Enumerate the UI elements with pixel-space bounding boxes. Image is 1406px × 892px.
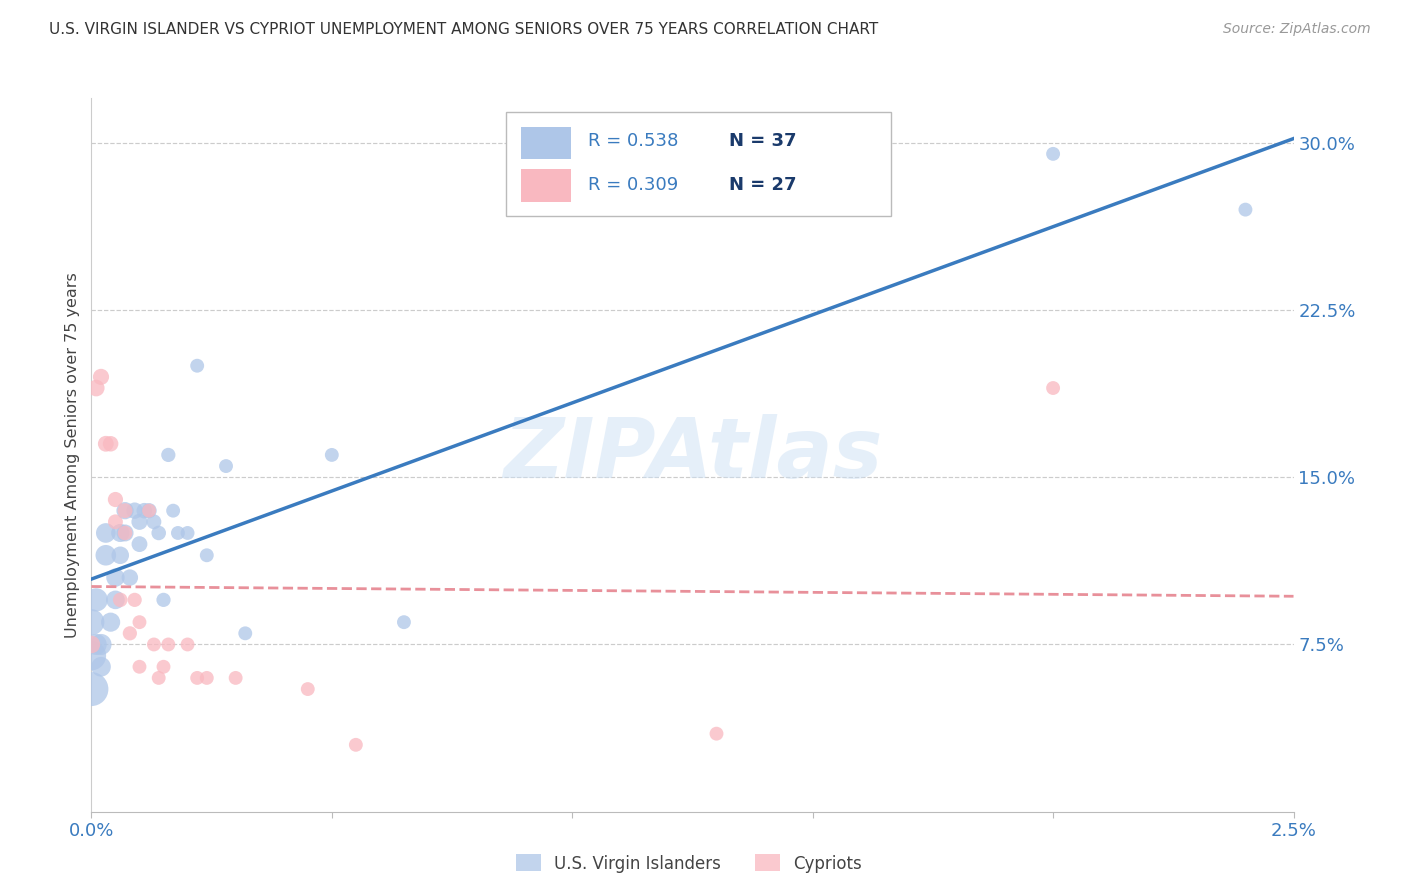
Point bbox=[321, 448, 343, 462]
Point bbox=[80, 681, 103, 696]
Point bbox=[157, 637, 180, 651]
Point bbox=[195, 671, 218, 685]
Text: R = 0.538: R = 0.538 bbox=[588, 132, 678, 150]
Point bbox=[215, 459, 238, 474]
Point bbox=[225, 671, 247, 685]
Point bbox=[114, 526, 136, 541]
Text: N = 37: N = 37 bbox=[728, 132, 796, 150]
Point bbox=[80, 615, 103, 630]
Text: ZIPAtlas: ZIPAtlas bbox=[503, 415, 882, 495]
Point bbox=[152, 592, 174, 607]
Point bbox=[84, 381, 107, 395]
Point bbox=[148, 671, 170, 685]
Point bbox=[90, 637, 112, 651]
Point bbox=[118, 571, 141, 585]
Point bbox=[110, 526, 132, 541]
Text: N = 27: N = 27 bbox=[728, 177, 796, 194]
Point bbox=[167, 526, 190, 541]
Point bbox=[186, 359, 208, 373]
Point bbox=[104, 571, 127, 585]
Point bbox=[142, 637, 165, 651]
Point bbox=[233, 626, 256, 640]
Point bbox=[162, 503, 184, 517]
Point bbox=[90, 369, 112, 384]
Point bbox=[392, 615, 415, 630]
Text: R = 0.309: R = 0.309 bbox=[588, 177, 678, 194]
Point bbox=[110, 548, 132, 563]
Point bbox=[142, 515, 165, 529]
Point bbox=[104, 592, 127, 607]
Text: U.S. VIRGIN ISLANDER VS CYPRIOT UNEMPLOYMENT AMONG SENIORS OVER 75 YEARS CORRELA: U.S. VIRGIN ISLANDER VS CYPRIOT UNEMPLOY… bbox=[49, 22, 879, 37]
Point bbox=[94, 436, 117, 450]
Point bbox=[110, 592, 132, 607]
Point bbox=[706, 726, 728, 740]
Point bbox=[84, 637, 107, 651]
Point bbox=[134, 503, 156, 517]
Point bbox=[176, 637, 198, 651]
FancyBboxPatch shape bbox=[520, 169, 571, 202]
Point bbox=[1234, 202, 1257, 217]
Point bbox=[104, 492, 127, 507]
Point bbox=[152, 660, 174, 674]
Point bbox=[90, 660, 112, 674]
Point bbox=[1042, 381, 1064, 395]
Point bbox=[124, 503, 146, 517]
Point bbox=[124, 592, 146, 607]
Text: Source: ZipAtlas.com: Source: ZipAtlas.com bbox=[1223, 22, 1371, 37]
Point bbox=[297, 681, 319, 696]
Point bbox=[138, 503, 160, 517]
Point bbox=[128, 615, 150, 630]
FancyBboxPatch shape bbox=[506, 112, 891, 216]
Point bbox=[344, 738, 367, 752]
Point bbox=[84, 592, 107, 607]
Point bbox=[94, 548, 117, 563]
Point bbox=[176, 526, 198, 541]
Point bbox=[104, 515, 127, 529]
Point bbox=[80, 648, 103, 663]
Point bbox=[100, 436, 122, 450]
Point bbox=[118, 626, 141, 640]
Point bbox=[128, 537, 150, 551]
Legend: U.S. Virgin Islanders, Cypriots: U.S. Virgin Islanders, Cypriots bbox=[509, 847, 869, 880]
Point bbox=[138, 503, 160, 517]
Point bbox=[157, 448, 180, 462]
Point bbox=[186, 671, 208, 685]
Point bbox=[128, 515, 150, 529]
Point bbox=[114, 503, 136, 517]
Y-axis label: Unemployment Among Seniors over 75 years: Unemployment Among Seniors over 75 years bbox=[65, 272, 80, 638]
FancyBboxPatch shape bbox=[520, 127, 571, 159]
Point bbox=[148, 526, 170, 541]
Point bbox=[100, 615, 122, 630]
Point bbox=[114, 503, 136, 517]
Point bbox=[94, 526, 117, 541]
Point bbox=[80, 637, 103, 651]
Point bbox=[195, 548, 218, 563]
Point bbox=[128, 660, 150, 674]
Point bbox=[1042, 147, 1064, 161]
Point bbox=[114, 526, 136, 541]
